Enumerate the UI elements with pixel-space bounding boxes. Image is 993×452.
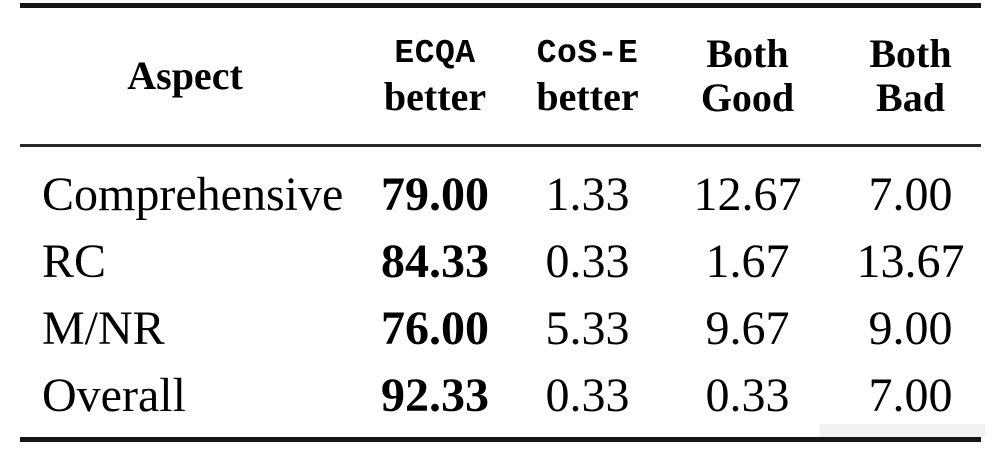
cell-ecqa-better: 92.33 [381, 368, 489, 422]
cell-both-bad: 9.00 [868, 301, 953, 355]
row-label: Comprehensive [42, 167, 344, 221]
table-body: Comprehensive 79.00 1.33 12.67 7.00 RC 8… [20, 147, 981, 429]
header-both-good-line2: Good [700, 75, 795, 120]
cell-both-bad: 7.00 [868, 167, 953, 221]
cell-cose-better: 1.33 [545, 167, 630, 221]
cell-cose-better: 0.33 [545, 234, 630, 288]
cell-ecqa-better: 76.00 [381, 301, 489, 355]
cell-both-bad: 13.67 [856, 234, 965, 288]
header-both-good: Both Good [655, 8, 840, 144]
table-header-separator-rule [20, 144, 981, 147]
header-ecqa-better-label: better [383, 74, 487, 119]
header-aspect-label: Aspect [127, 53, 243, 98]
cell-cose-better: 0.33 [545, 368, 630, 422]
table-header-row: Aspect ECQA better CoS-E better Both Goo… [20, 8, 981, 144]
cell-both-good: 1.67 [705, 234, 790, 288]
header-aspect: Aspect [20, 8, 350, 144]
cell-both-good: 12.67 [693, 167, 802, 221]
table-top-rule [20, 3, 981, 8]
row-label: M/NR [42, 301, 165, 355]
cell-ecqa-better: 84.33 [381, 234, 489, 288]
table-bottom-rule [20, 437, 981, 442]
cell-both-good: 0.33 [705, 368, 790, 422]
cell-cose-better: 5.33 [545, 301, 630, 355]
header-both-bad-line1: Both [869, 31, 952, 76]
header-cose-label: CoS-E [536, 35, 639, 72]
header-cose-better: CoS-E better [520, 8, 655, 144]
header-ecqa-label: ECQA [394, 35, 476, 72]
render-artifact-gray-patch [820, 424, 985, 437]
header-ecqa-better: ECQA better [350, 8, 520, 144]
cell-both-good: 9.67 [705, 301, 790, 355]
cell-ecqa-better: 79.00 [381, 167, 489, 221]
header-both-good-line1: Both [706, 31, 789, 76]
table-row-overall: Overall 92.33 0.33 0.33 7.00 [20, 362, 981, 429]
table-row-comprehensive: Comprehensive 79.00 1.33 12.67 7.00 [20, 161, 981, 228]
row-label: Overall [42, 368, 186, 422]
header-both-bad: Both Bad [840, 8, 981, 144]
table-row-mnr: M/NR 76.00 5.33 9.67 9.00 [20, 295, 981, 362]
header-cose-better-label: better [536, 74, 639, 119]
table-row-rc: RC 84.33 0.33 1.67 13.67 [20, 228, 981, 295]
cell-both-bad: 7.00 [868, 368, 953, 422]
row-label: RC [42, 234, 107, 288]
header-both-bad-line2: Bad [876, 75, 945, 120]
